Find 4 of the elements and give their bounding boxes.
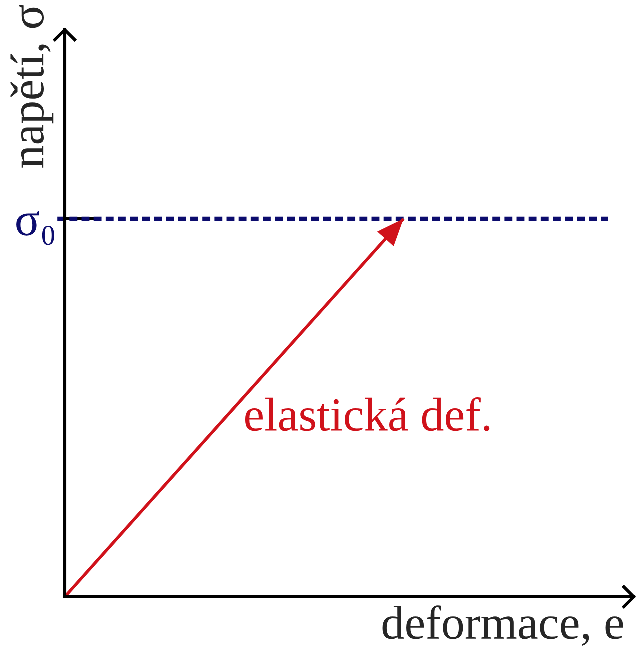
x-axis-title: deformace, e [382, 606, 624, 646]
ref-line-label: σ₀ [16, 211, 54, 246]
series-label: elastická def. [245, 397, 490, 432]
y-axis-title: napětí, σ [10, 5, 54, 168]
